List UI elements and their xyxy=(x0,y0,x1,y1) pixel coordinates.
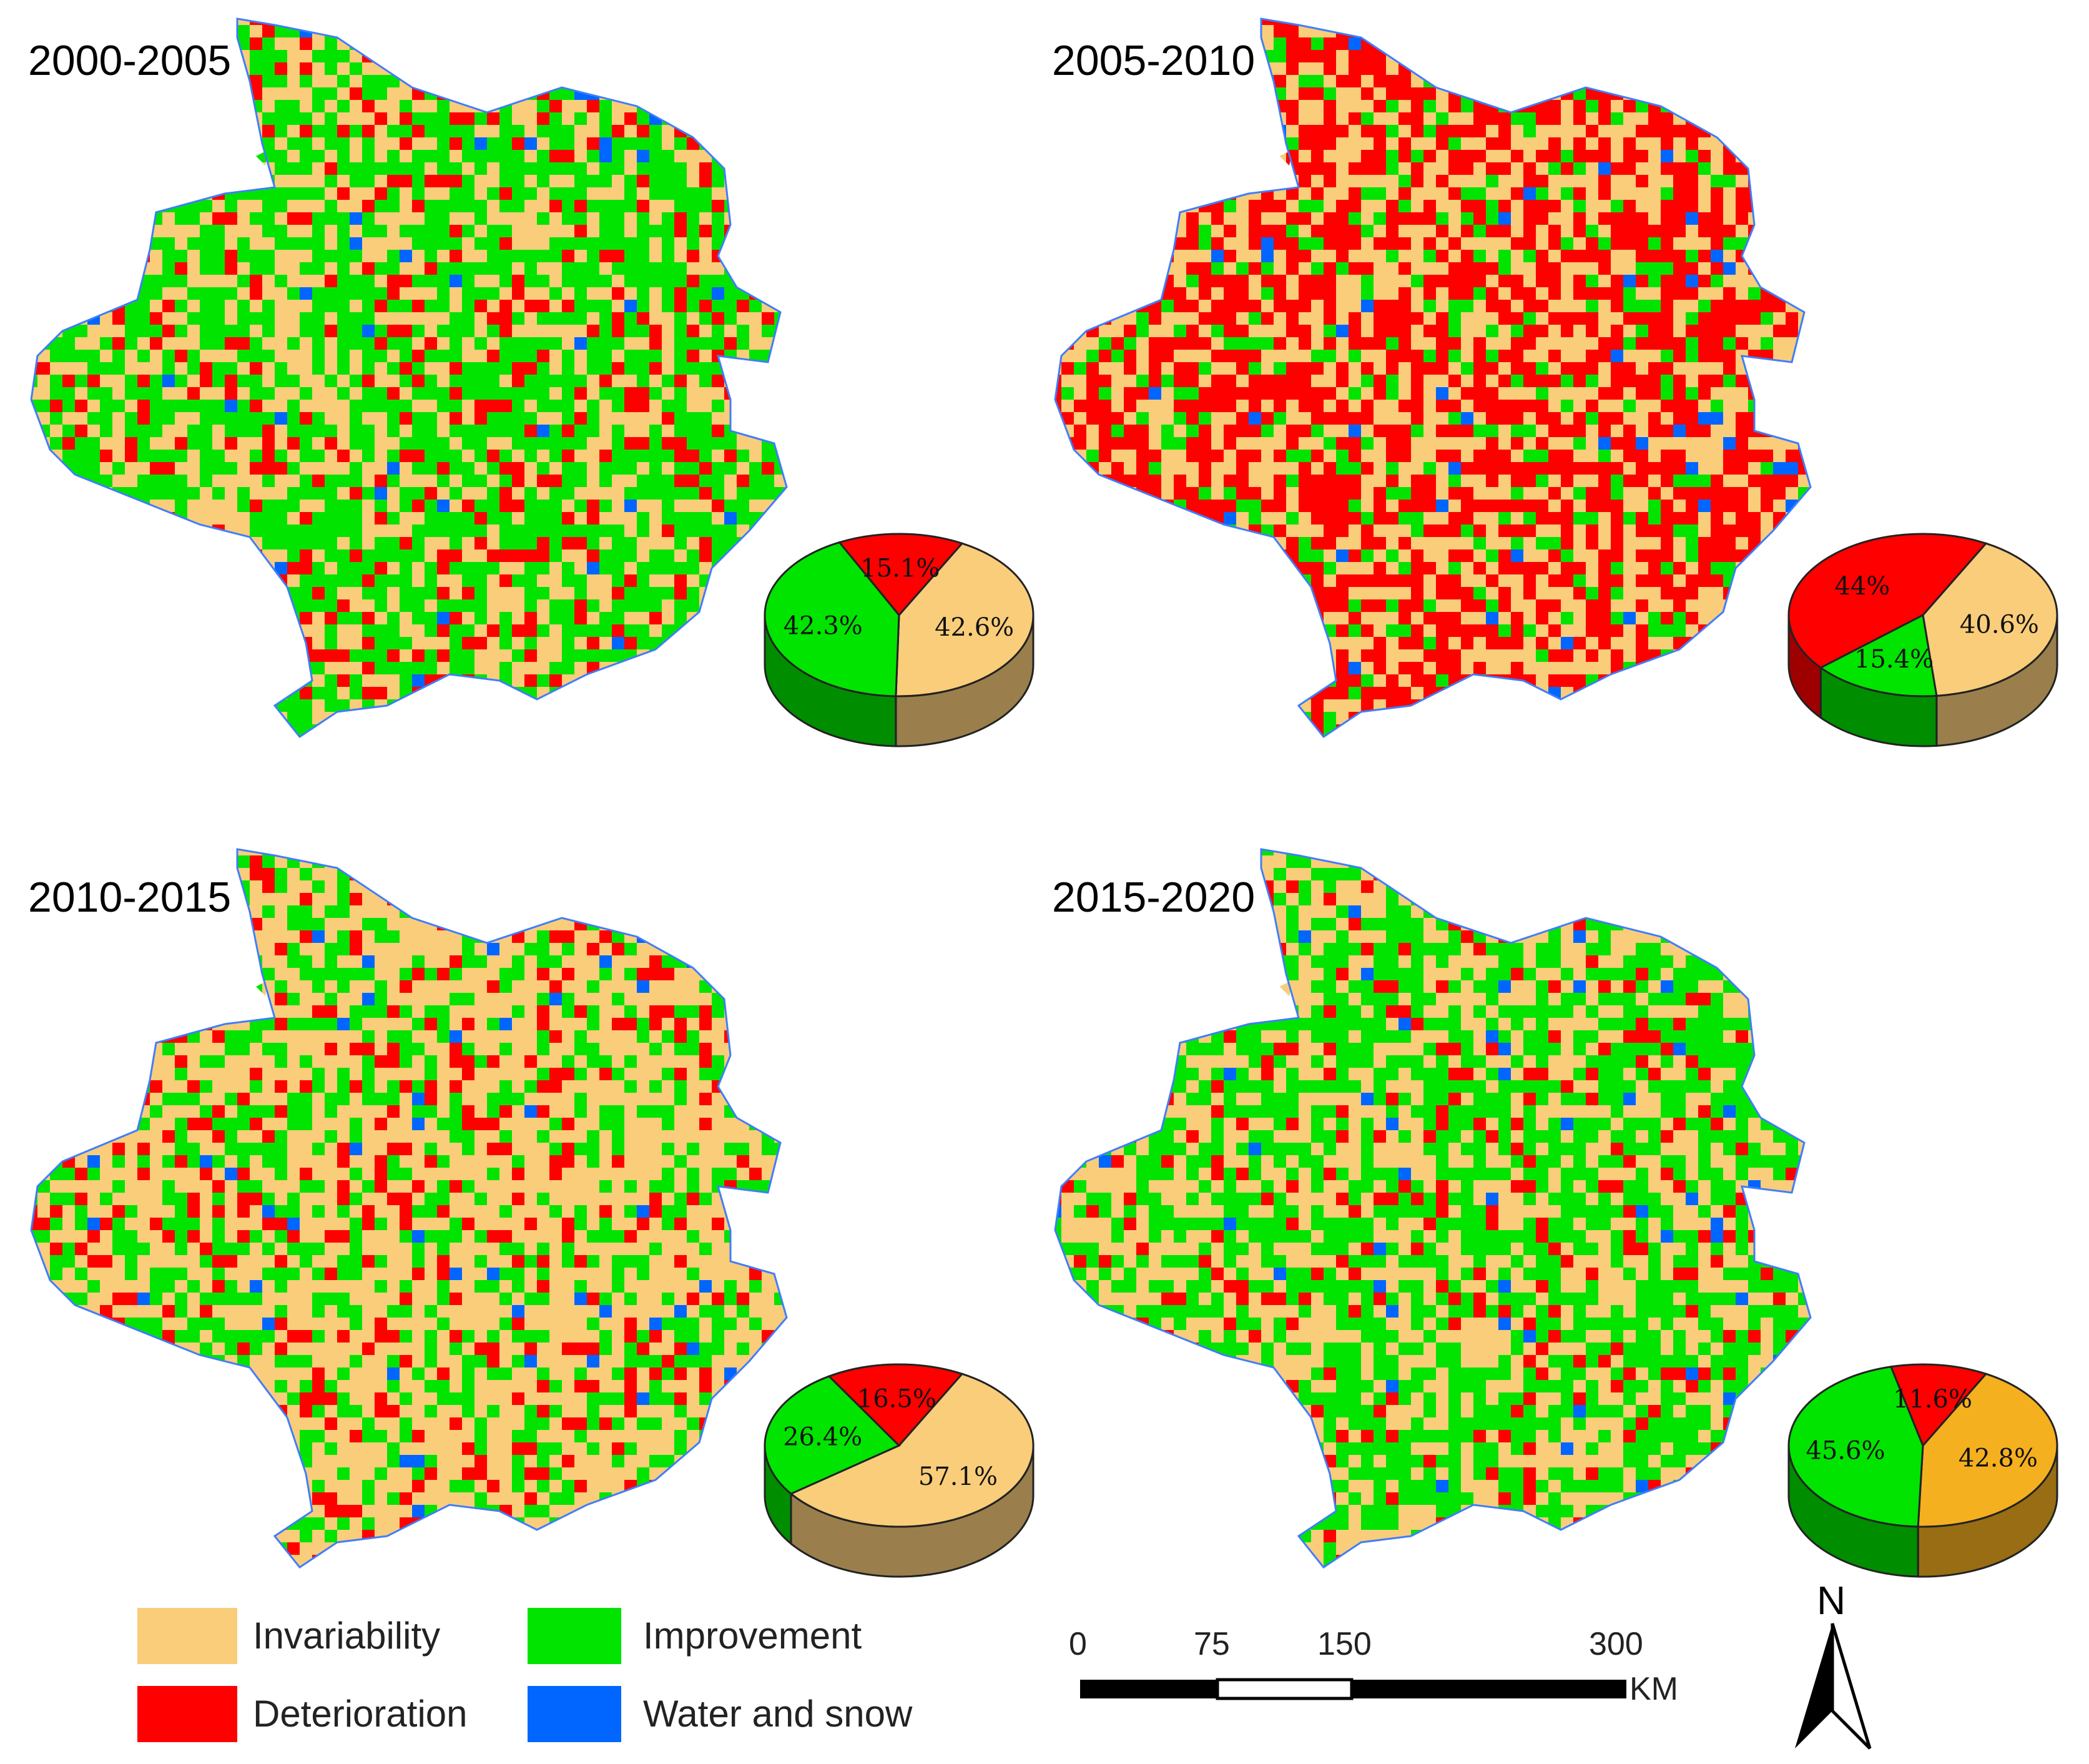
pie-label-deterioration: 16.5% xyxy=(857,1385,936,1414)
panel-title: 2015-2020 xyxy=(1052,874,1255,921)
pie-label-invariability: 42.8% xyxy=(1959,1444,2038,1473)
legend-swatch-water xyxy=(528,1686,621,1742)
panel-title: 2010-2015 xyxy=(28,874,231,921)
pie-slice-deterioration xyxy=(1889,1363,1988,1447)
pie-label-deterioration: 15.1% xyxy=(860,554,940,583)
pie-chart: 42.6% 42.3% 15.1% xyxy=(764,533,1035,747)
legend-item-water: Water and snow xyxy=(528,1686,913,1742)
pie-chart: 42.8% 45.6% 11.6% xyxy=(1787,1363,2058,1578)
legend-label-deterioration: Deterioration xyxy=(253,1693,468,1735)
scale-segment-0 xyxy=(1080,1680,1217,1698)
pie-slice-invariability xyxy=(789,1372,1035,1528)
map-cells-deterioration xyxy=(31,19,787,737)
pie-chart: 57.1% 26.4% 16.5% xyxy=(764,1363,1035,1578)
pie-label-improvement: 42.3% xyxy=(784,611,863,640)
scale-segment-1 xyxy=(1216,1678,1354,1700)
pie-label-improvement: 45.6% xyxy=(1806,1437,1885,1466)
pie-slice-improvement xyxy=(1819,613,1938,697)
pie-label-improvement: 15.4% xyxy=(1854,645,1934,674)
legend-label-improvement: Improvement xyxy=(643,1615,862,1657)
change-map xyxy=(1054,848,1812,1569)
panel-title: 2000-2005 xyxy=(28,37,231,84)
pie-label-invariability: 40.6% xyxy=(1960,610,2039,639)
pie-slice-improvement xyxy=(1787,1366,1924,1528)
legend-item-deterioration: Deterioration xyxy=(137,1686,468,1742)
pie-label-invariability: 42.6% xyxy=(935,613,1014,642)
pie-slice-invariability xyxy=(1922,542,2058,697)
change-map xyxy=(1054,17,1812,738)
scale-tick-75: 75 xyxy=(1194,1626,1230,1662)
panel-2015-2020: 2015-2020 42.8% 45.6% 11.6% xyxy=(1052,848,2058,1578)
pie-label-deterioration: 11.6% xyxy=(1893,1385,1972,1414)
map-cells-deterioration xyxy=(1055,849,1811,1567)
change-map xyxy=(30,17,788,738)
scale-segment-2 xyxy=(1352,1680,1626,1698)
pie-slice-deterioration xyxy=(827,1363,964,1447)
pie-label-invariability: 57.1% xyxy=(918,1462,998,1491)
scale-tick-0: 0 xyxy=(1069,1626,1087,1662)
scale-unit: KM xyxy=(1629,1671,1678,1707)
legend-swatch-deterioration xyxy=(137,1686,237,1742)
pie-slice-invariability xyxy=(895,542,1035,697)
panel-2000-2005: 2000-2005 42.6% 42.3% 15.1% xyxy=(28,17,1035,747)
legend: Invariability Improvement Deterioration … xyxy=(137,1608,913,1742)
north-label: N xyxy=(1817,1578,1846,1623)
scale-bar: 0 75 150 300 KM xyxy=(1069,1626,1678,1707)
pie-slice-deterioration xyxy=(1787,533,1988,669)
north-arrow-icon: N xyxy=(1795,1578,1872,1750)
pie-chart: 40.6% 15.4% 44% xyxy=(1787,533,2058,747)
map-cells-deterioration xyxy=(31,849,787,1567)
legend-item-improvement: Improvement xyxy=(528,1608,862,1664)
panel-title: 2005-2010 xyxy=(1052,37,1255,84)
legend-swatch-improvement xyxy=(528,1608,621,1664)
change-map xyxy=(30,848,788,1569)
map-cells-invariability xyxy=(1055,19,1811,737)
legend-item-invariability: Invariability xyxy=(137,1608,440,1664)
panel-2005-2010: 2005-2010 40.6% 15.4% 44% xyxy=(1052,17,2058,747)
pie-label-deterioration: 44% xyxy=(1834,572,1890,601)
map-cells-water xyxy=(31,849,787,1567)
scale-tick-150: 150 xyxy=(1317,1626,1372,1662)
legend-label-water: Water and snow xyxy=(643,1693,913,1735)
pie-slice-improvement xyxy=(764,1375,901,1495)
pie-slice-deterioration xyxy=(837,533,964,617)
legend-swatch-invariability xyxy=(137,1608,237,1664)
pie-slice-improvement xyxy=(764,541,900,697)
pie-label-improvement: 26.4% xyxy=(783,1423,862,1452)
scale-tick-300: 300 xyxy=(1589,1626,1643,1662)
legend-label-invariability: Invariability xyxy=(253,1615,440,1657)
panel-2010-2015: 2010-2015 57.1% 26.4% 16.5% xyxy=(28,848,1035,1578)
